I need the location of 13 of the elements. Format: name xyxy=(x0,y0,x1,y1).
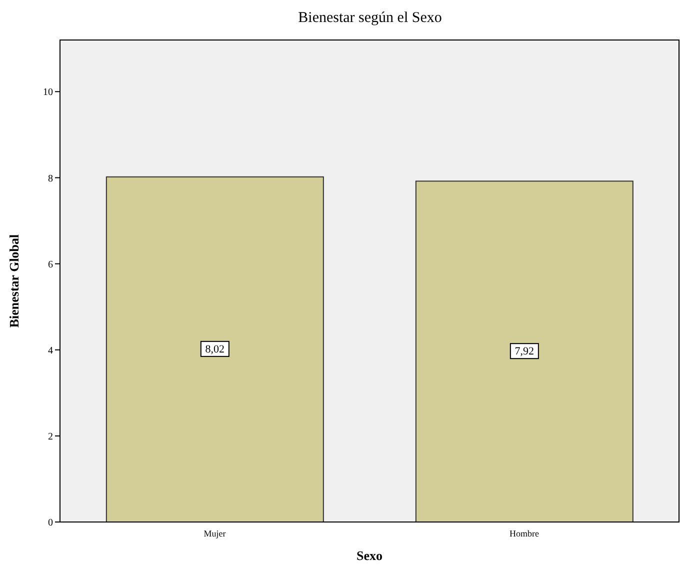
y-tick-label: 10 xyxy=(43,87,53,98)
x-axis-title: Sexo xyxy=(356,548,382,563)
y-tick-label: 4 xyxy=(48,345,53,356)
text: 7,92 xyxy=(514,346,534,358)
y-tick-label: 2 xyxy=(48,431,53,442)
x-tick-label: Hombre xyxy=(510,528,539,538)
y-tick-label: 6 xyxy=(48,259,53,270)
y-axis-title: Bienestar Global xyxy=(6,234,22,328)
y-tick-label: 0 xyxy=(48,518,53,529)
chart-title: Bienestar según el Sexo xyxy=(297,10,443,27)
text: 8,02 xyxy=(205,343,225,356)
y-tick-label: 8 xyxy=(48,173,53,184)
x-tick-label: Mujer xyxy=(204,528,226,538)
